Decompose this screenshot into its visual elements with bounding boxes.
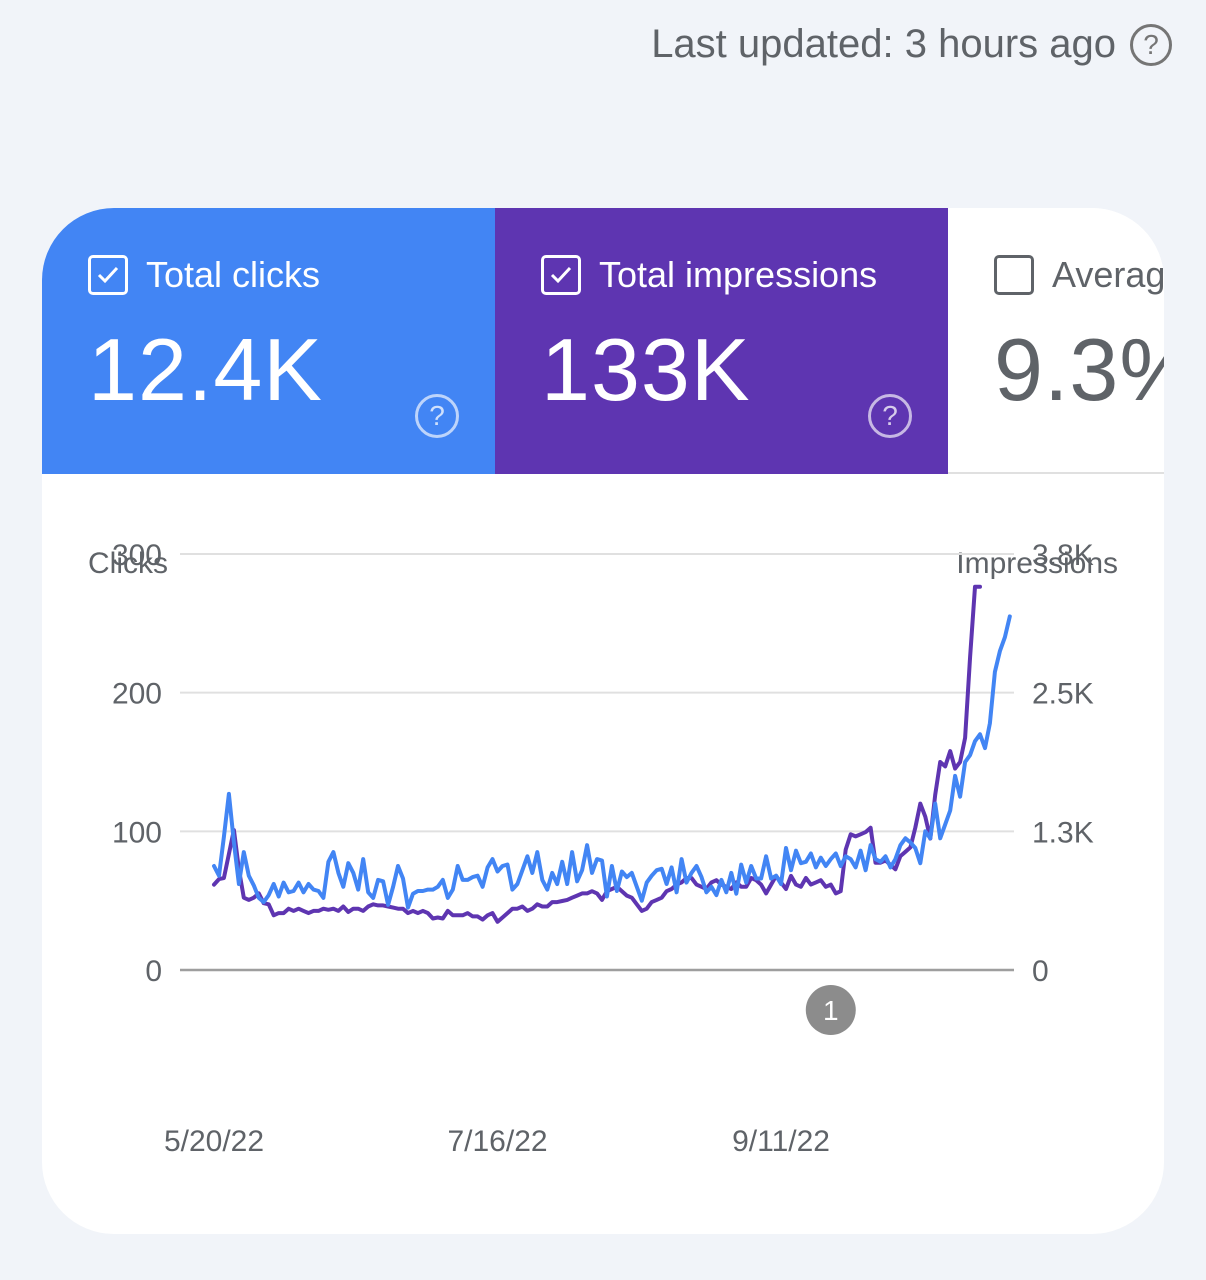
tile-label: Total impressions [599,254,878,295]
tile-average-ctr[interactable]: Average CTR 9.3% [948,208,1164,474]
x-tick-label: 7/16/22 [447,1125,547,1158]
last-updated-text: Last updated: 3 hours ago [651,22,1116,66]
y-tick-left: 0 [145,955,162,988]
y-tick-right: 2.5K [1032,678,1094,711]
y-tick-right: 0 [1032,955,1049,988]
y-tick-left: 200 [112,678,162,711]
tile-label: Total clicks [146,254,321,295]
tile-header: Total clicks [88,254,320,296]
tile-total-clicks[interactable]: Total clicks 12.4K ? [42,208,495,474]
x-tick-label: 5/20/22 [164,1125,264,1158]
help-circle-icon[interactable]: ? [868,394,912,438]
checkbox-unchecked-icon[interactable] [994,255,1034,295]
x-tick-label: 9/11/22 [732,1125,830,1158]
tile-header: Total impressions [541,254,877,296]
performance-card: Total clicks 12.4K ? Total impressions 1… [42,208,1164,1234]
series-line-clicks [212,614,1012,910]
help-circle-icon[interactable]: ? [415,394,459,438]
tile-label: Average CTR [1052,254,1164,295]
annotation-label: 1 [823,995,839,1026]
y-axis-right-label: Impressions [956,547,1118,580]
chart-svg: Clicks Impressions 300 3.8K 200 2.5K 100 1.3K 0 0… [88,539,1118,1158]
tile-value: 9.3% [994,320,1164,419]
y-tick-left: 300 [112,539,162,572]
tile-total-impressions[interactable]: Total impressions 133K ? [495,208,948,474]
performance-chart: Clicks Impressions 300 3.8K 200 2.5K 100 1.3K 0 0… [42,474,1164,1234]
y-axis-left-label: Clicks [88,547,168,580]
y-tick-left: 100 [112,816,162,849]
last-updated-bar: Last updated: 3 hours ago ? [651,22,1172,67]
tile-value: 12.4K [88,320,323,419]
y-tick-right: 1.3K [1032,816,1094,849]
tile-value: 133K [541,320,751,419]
y-tick-right: 3.8K [1032,539,1094,572]
tile-header: Average CTR [994,254,1164,296]
help-circle-icon[interactable]: ? [1130,23,1172,66]
checkbox-checked-icon[interactable] [541,255,581,295]
series-line-impressions [212,584,982,924]
checkbox-checked-icon[interactable] [88,255,128,295]
annotation-marker [805,985,856,1035]
